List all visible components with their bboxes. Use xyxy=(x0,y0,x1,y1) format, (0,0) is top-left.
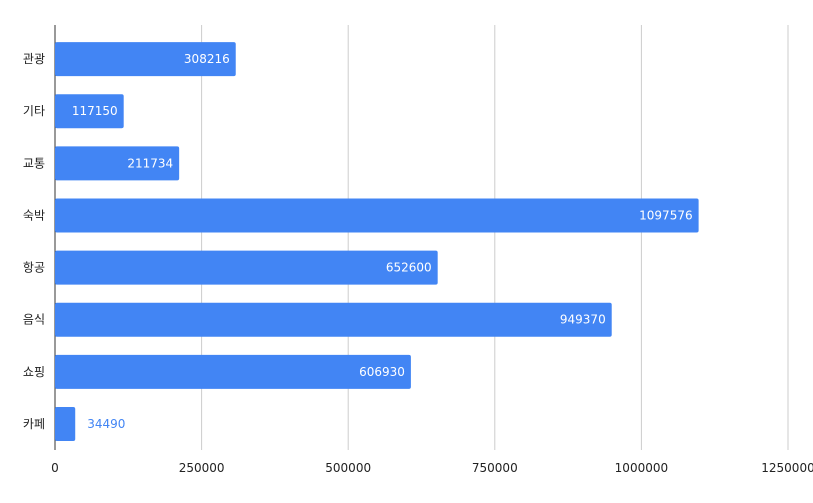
bar xyxy=(55,354,411,389)
data-label: 117150 xyxy=(72,104,118,118)
bar xyxy=(55,198,699,233)
data-label: 652600 xyxy=(386,261,432,275)
category-label: 교통 xyxy=(23,156,45,170)
data-label: 34490 xyxy=(87,417,125,431)
x-tick-label: 750000 xyxy=(472,461,518,475)
category-label: 숙박 xyxy=(23,208,45,222)
bar xyxy=(55,42,236,77)
x-tick-label: 250000 xyxy=(179,461,225,475)
category-label: 쇼핑 xyxy=(23,365,45,379)
category-label: 음식 xyxy=(23,313,45,327)
bar xyxy=(55,250,438,285)
bar xyxy=(55,406,76,441)
category-label: 기타 xyxy=(23,104,45,118)
bar xyxy=(55,146,180,181)
x-tick-label: 500000 xyxy=(325,461,371,475)
data-label: 211734 xyxy=(127,156,173,170)
bar xyxy=(55,94,124,129)
data-label: 1097576 xyxy=(639,208,692,222)
data-label: 308216 xyxy=(184,52,230,66)
bar xyxy=(55,302,612,337)
category-label: 항공 xyxy=(23,261,45,275)
data-label: 606930 xyxy=(359,365,405,379)
x-tick-label: 0 xyxy=(51,461,59,475)
x-tick-label: 1250000 xyxy=(761,461,813,475)
category-label: 카페 xyxy=(23,417,45,431)
x-tick-label: 1000000 xyxy=(615,461,668,475)
category-label: 관광 xyxy=(23,52,45,66)
data-label: 949370 xyxy=(560,313,606,327)
